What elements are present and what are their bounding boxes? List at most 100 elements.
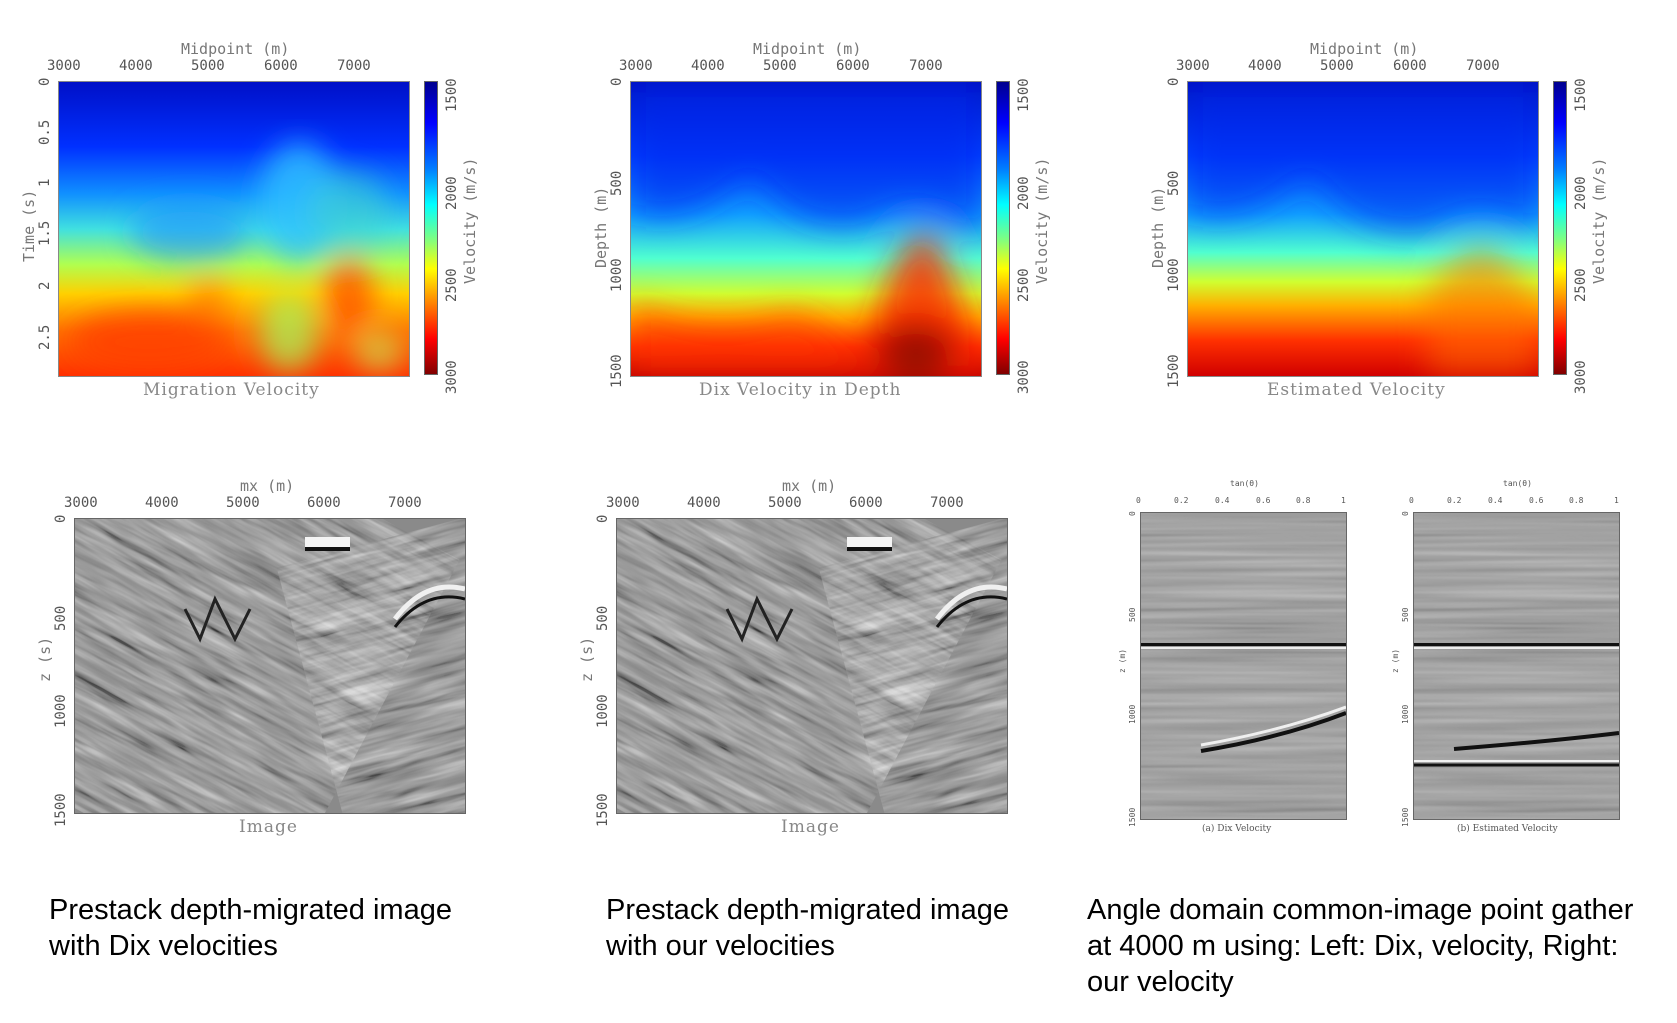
x-tick: 7000 [337, 58, 371, 74]
panel-title: Migration Velocity [143, 380, 320, 400]
x-tick: 5000 [768, 495, 802, 511]
x-tick: 3000 [619, 58, 653, 74]
y-tick: 0.5 [37, 119, 53, 145]
y-tick: 0 [1166, 77, 1182, 86]
x-tick: 5000 [763, 58, 797, 74]
x-tick: 4000 [145, 495, 179, 511]
x-axis-label: Midpoint (m) [1310, 40, 1419, 58]
y-tick: 1500 [595, 793, 611, 827]
caption-middle: Prestack depth-migrated image with our v… [606, 892, 1009, 964]
y-tick: 0 [595, 514, 611, 523]
colorbar-tick: 3000 [444, 360, 460, 394]
y-tick: 1500 [609, 354, 625, 388]
x-tick: 3000 [47, 58, 81, 74]
caption-right: Angle domain common-image point gather a… [1087, 892, 1633, 1000]
y-tick: 0 [53, 514, 69, 523]
x-tick: 5000 [191, 58, 225, 74]
y-tick: 1500 [53, 793, 69, 827]
y-tick: 500 [595, 605, 611, 631]
y-axis-label: z (m) [1391, 648, 1400, 673]
colorbar-tick: 2500 [444, 268, 460, 302]
x-tick: 5000 [226, 495, 260, 511]
y-tick: 500 [1128, 607, 1137, 622]
caption-line: our velocity [1087, 966, 1234, 998]
x-axis-label: mx (m) [782, 477, 837, 495]
colorbar [1553, 81, 1567, 375]
colorbar-tick: 2500 [1573, 268, 1589, 302]
x-tick: 7000 [1466, 58, 1500, 74]
colorbar-tick: 2000 [444, 176, 460, 210]
colorbar-tick: 3000 [1573, 360, 1589, 394]
x-tick: 7000 [388, 495, 422, 511]
y-tick: 500 [1166, 170, 1182, 196]
x-tick: 6000 [264, 58, 298, 74]
y-tick: 1 [37, 178, 53, 187]
y-tick: 1000 [1166, 258, 1182, 292]
y-tick: 1500 [1166, 354, 1182, 388]
colorbar-tick: 1500 [444, 78, 460, 112]
y-tick: 1000 [1128, 704, 1137, 724]
colorbar-tick: 1500 [1573, 78, 1589, 112]
x-tick: 0.2 [1174, 496, 1189, 505]
x-tick: 3000 [64, 495, 98, 511]
y-axis-label: z (m) [1118, 648, 1127, 673]
x-tick: 3000 [606, 495, 640, 511]
y-axis-label: Depth (m) [592, 186, 610, 268]
panel-title: Dix Velocity in Depth [699, 380, 902, 400]
x-tick: 1 [1614, 496, 1619, 505]
x-tick: 7000 [930, 495, 964, 511]
seismic-image-ours [616, 518, 1008, 814]
y-tick: 1000 [1401, 704, 1410, 724]
colorbar-tick: 3000 [1016, 360, 1032, 394]
x-tick: 6000 [836, 58, 870, 74]
panel-title: (a) Dix Velocity [1202, 824, 1272, 834]
x-tick: 0 [1136, 496, 1141, 505]
y-tick: 2.5 [37, 324, 53, 350]
colorbar [996, 81, 1010, 375]
x-tick: 0.8 [1296, 496, 1311, 505]
angle-gather-dix [1140, 512, 1347, 820]
x-axis-label: tan(θ) [1230, 479, 1259, 488]
x-tick: 4000 [1248, 58, 1282, 74]
migration-velocity-map [58, 81, 410, 377]
caption-line: with Dix velocities [49, 930, 278, 962]
y-tick: 0 [37, 77, 53, 86]
x-tick: 1 [1341, 496, 1346, 505]
x-axis-label: Midpoint (m) [753, 40, 862, 58]
x-tick: 0.4 [1488, 496, 1503, 505]
colorbar-label: Velocity (m/s) [1590, 157, 1608, 284]
y-tick: 500 [1401, 607, 1410, 622]
x-tick: 0 [1409, 496, 1414, 505]
colorbar-label: Velocity (m/s) [1033, 157, 1051, 284]
panel-title: Image [239, 817, 298, 837]
x-tick: 4000 [687, 495, 721, 511]
panel-title: (b) Estimated Velocity [1457, 824, 1558, 834]
colorbar-label: Velocity (m/s) [461, 157, 479, 284]
caption-line: at 4000 m using: Left: Dix, velocity, Ri… [1087, 930, 1619, 962]
x-tick: 6000 [307, 495, 341, 511]
y-tick: 1500 [1401, 807, 1410, 827]
colorbar-tick: 1500 [1016, 78, 1032, 112]
seismic-image-dix [74, 518, 466, 814]
y-tick: 0 [1128, 511, 1137, 516]
x-tick: 0.4 [1215, 496, 1230, 505]
x-tick: 0.6 [1529, 496, 1544, 505]
y-tick: 500 [53, 605, 69, 631]
dix-velocity-map [630, 81, 982, 377]
y-axis-label: Time (s) [20, 189, 38, 262]
y-tick: 1000 [595, 694, 611, 728]
x-axis-label: tan(θ) [1503, 479, 1532, 488]
y-axis-label: Depth (m) [1149, 186, 1167, 268]
x-tick: 7000 [909, 58, 943, 74]
x-tick: 0.8 [1569, 496, 1584, 505]
y-tick: 500 [609, 170, 625, 196]
x-tick: 0.2 [1447, 496, 1462, 505]
y-tick: 1.5 [37, 220, 53, 246]
y-tick: 2 [37, 281, 53, 290]
colorbar-tick: 2000 [1016, 176, 1032, 210]
colorbar [424, 81, 438, 375]
panel-title: Estimated Velocity [1267, 380, 1446, 400]
x-axis-label: mx (m) [240, 477, 295, 495]
caption-line: Angle domain common-image point gather [1087, 894, 1634, 926]
panel-title: Image [781, 817, 840, 837]
